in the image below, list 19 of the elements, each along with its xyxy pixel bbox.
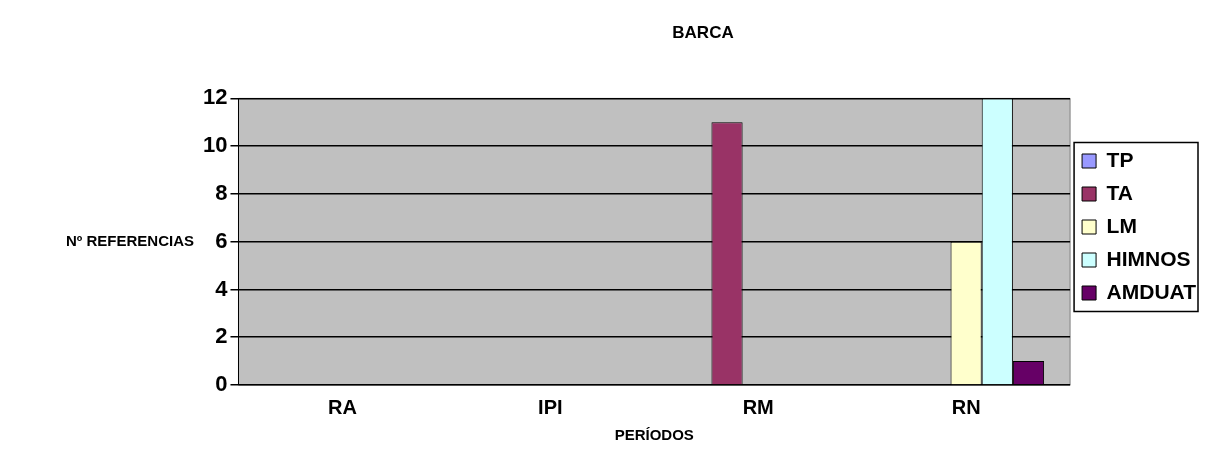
legend-label: AMDUAT	[1106, 279, 1197, 303]
y-tick-label: 0	[215, 371, 228, 397]
x-tick-label: RM	[742, 395, 774, 418]
y-axis-title: Nº REFERENCIAS	[66, 231, 194, 249]
y-tick-label: 6	[215, 227, 228, 253]
y-tick-label: 4	[215, 275, 229, 301]
x-tick-label: RA	[327, 395, 357, 418]
legend-label: TP	[1106, 147, 1134, 171]
legend-label: HIMNOS	[1106, 246, 1191, 270]
x-tick-label: RN	[951, 395, 981, 418]
y-tick-label: 8	[215, 180, 228, 205]
x-tick-label: IPI	[538, 395, 563, 418]
x-axis-title: PERÍODOS	[614, 426, 694, 444]
legend-label: LM	[1106, 213, 1137, 237]
y-tick-label: 10	[202, 132, 228, 158]
chart-title: BARCA	[672, 22, 734, 42]
y-tick-label: 12	[202, 84, 228, 110]
y-tick-label: 2	[215, 323, 228, 349]
legend-label: TA	[1106, 180, 1134, 204]
